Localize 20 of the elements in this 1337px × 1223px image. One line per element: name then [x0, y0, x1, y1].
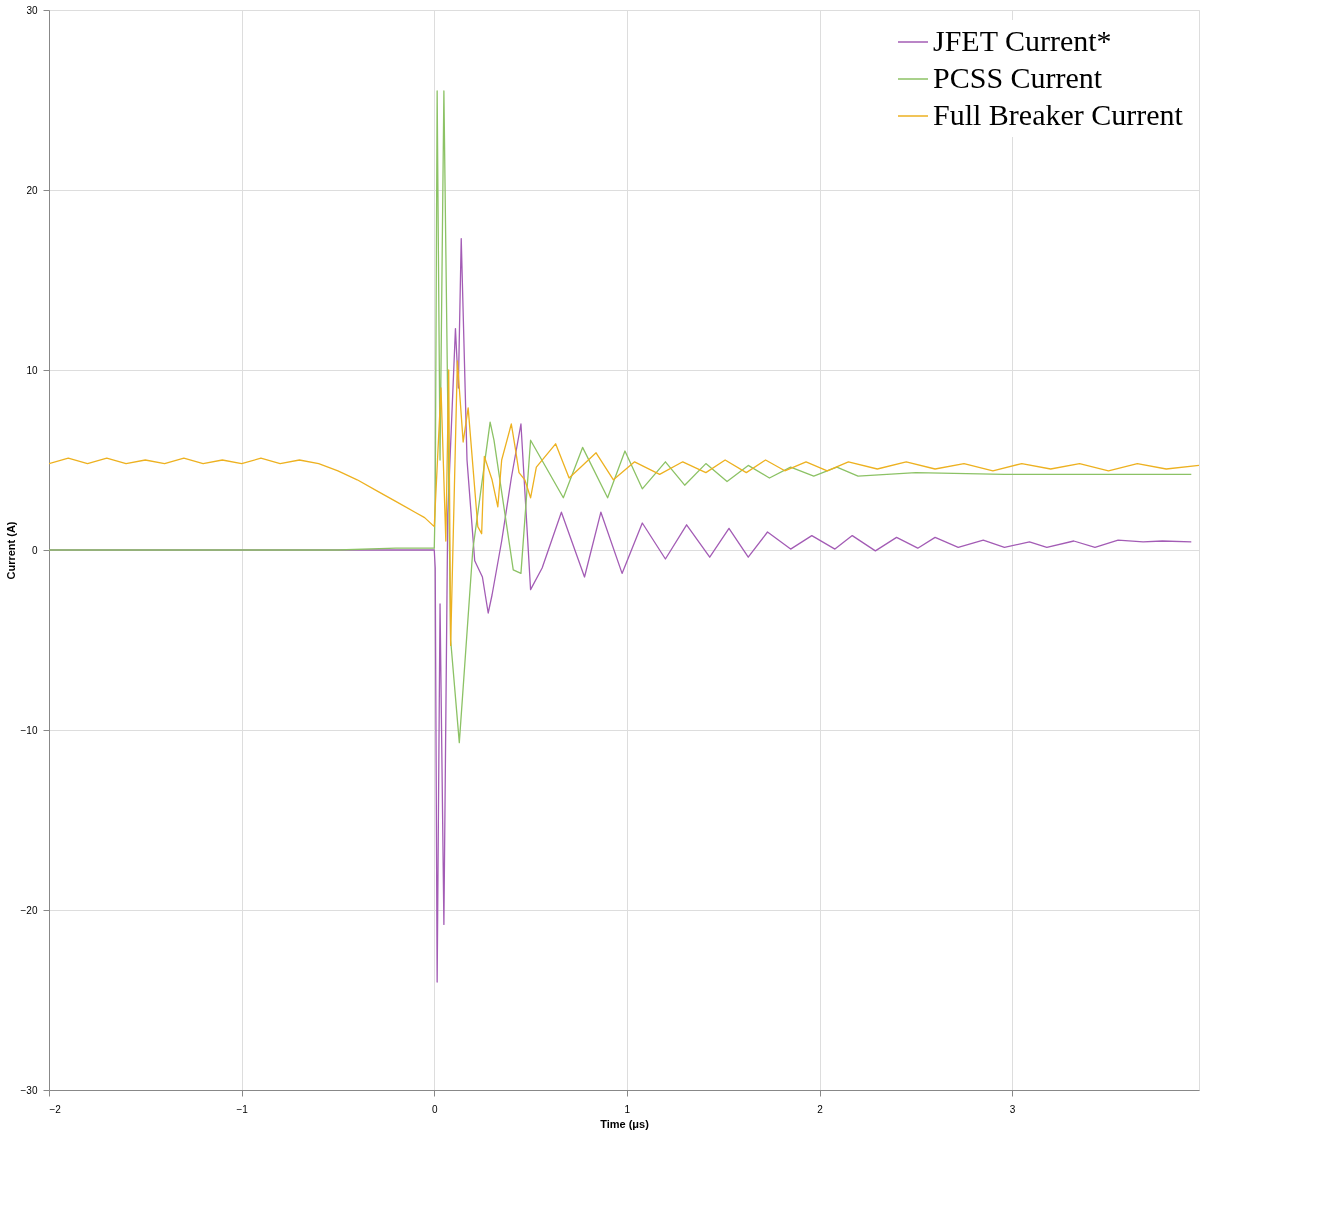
line-series: [49, 360, 1199, 647]
y-tick-label: −20: [20, 904, 38, 916]
x-tick-label: 1: [624, 1103, 631, 1115]
y-tick-label: −30: [20, 1084, 38, 1096]
y-tick-label: 30: [26, 4, 38, 16]
x-tick-label: 3: [1009, 1103, 1016, 1115]
y-tick-label: −10: [20, 724, 38, 736]
x-tick-label: 0: [431, 1103, 438, 1115]
y-tick-label: 10: [26, 364, 38, 376]
y-axis-title: Current (A): [4, 521, 17, 580]
y-tick-label: 0: [31, 544, 38, 556]
legend-label: Full Breaker Current: [933, 98, 1184, 131]
line-series: [49, 90, 1192, 744]
x-axis-title: Time (μs): [600, 1117, 650, 1130]
y-tick-label: 20: [26, 184, 38, 196]
x-tick-label: 2: [817, 1103, 824, 1115]
legend-label: JFET Current*: [933, 24, 1112, 57]
legend-label: PCSS Current: [933, 61, 1103, 94]
x-tick-label: −1: [236, 1103, 249, 1115]
x-tick-label: −2: [49, 1103, 62, 1115]
